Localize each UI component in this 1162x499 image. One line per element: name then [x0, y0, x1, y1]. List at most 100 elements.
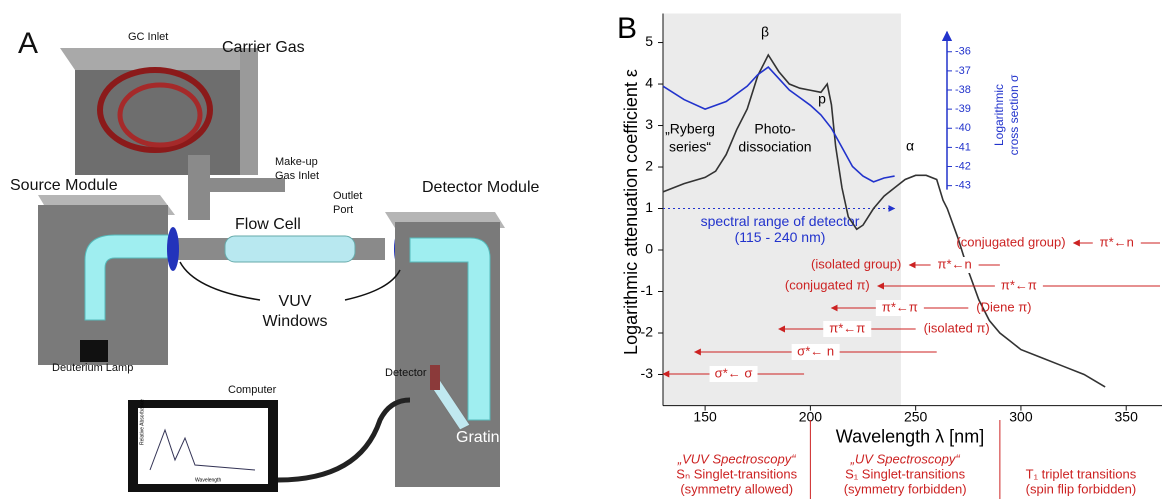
y2-tick-label: -37: [955, 65, 971, 77]
transition-label: π*←π: [882, 299, 918, 314]
series-line: [662, 65, 895, 183]
label: Source Module: [10, 177, 118, 194]
label-bg: [823, 321, 872, 337]
transition-label: π*←n: [1100, 234, 1134, 249]
region-text: T₁ triplet transitions: [1026, 466, 1137, 481]
region-text: „VUV Spectroscopy“: [677, 451, 796, 466]
transition-group: (Diene π): [976, 299, 1031, 314]
y-axis-title: Logarithmic attenuation coefficient ε: [621, 69, 641, 355]
label: VUV: [279, 293, 312, 310]
light-tube: [409, 237, 491, 421]
annotation: (115 - 240 nm): [735, 229, 826, 245]
y-tick-label: 0: [645, 241, 653, 257]
label-bg: [791, 344, 840, 360]
annotation: spectral range of detector: [701, 213, 860, 229]
transition-group: (isolated group): [811, 256, 901, 271]
y2-axis-title: Logarithmic: [992, 84, 1006, 146]
label: Wavelength: [195, 477, 221, 483]
transition-group: (isolated π): [924, 320, 990, 335]
label-bg: [930, 257, 979, 273]
shaded-region: [663, 13, 901, 406]
region-text: Sₙ Singlet-transitions: [676, 466, 797, 481]
transition-label: σ*← n: [797, 343, 834, 358]
label: Carrier Gas: [222, 39, 305, 56]
y-tick-label: 1: [645, 199, 653, 215]
coil: [97, 67, 213, 153]
y2-axis-title: cross section σ: [1007, 74, 1021, 155]
label: Computer: [228, 384, 277, 396]
label: Outlet: [333, 190, 362, 202]
panel-b: 150 200 250 300 350 -3 -2 -1 0 1 2 3 4 5 -36 -37 -38 -39 -…: [617, 12, 1162, 499]
y2-tick-label: -36: [955, 46, 971, 58]
label: Deuterium Lamp: [52, 362, 133, 374]
label-bg: [709, 366, 758, 382]
box-top: [60, 48, 255, 70]
label: Gas Inlet: [275, 170, 319, 182]
peak-label: β: [761, 24, 769, 40]
y-tick-label: 3: [645, 116, 653, 132]
x-tick-label: 250: [904, 408, 928, 424]
y2-tick-label: -42: [955, 160, 971, 172]
series-line: [662, 53, 1106, 388]
y2-tick-label: -39: [955, 103, 971, 115]
y2-tick-label: -41: [955, 141, 971, 153]
box-side: [240, 48, 258, 175]
annotation: „Ryberg: [665, 121, 715, 137]
y2-tick-label: -38: [955, 84, 971, 96]
label: Grating: [456, 429, 508, 446]
screen: [138, 408, 268, 484]
annotation: dissociation: [738, 139, 811, 155]
label: Port: [333, 204, 353, 216]
label: GC Inlet: [128, 31, 168, 43]
y-tick-label: 5: [645, 33, 653, 49]
region-text: „UV Spectroscopy“: [850, 451, 961, 466]
panel-label: B: [617, 12, 637, 45]
region-text: (symmetry allowed): [680, 481, 793, 496]
annotation: series“: [669, 139, 711, 155]
transition-label: π*←n: [937, 256, 971, 271]
label: Flow Cell: [235, 216, 301, 233]
transition-label: σ*← σ: [715, 365, 753, 380]
transition-label: π*←π: [829, 320, 865, 335]
panel-a: A GC Inlet Carrier Gas Make-up Gas Inlet…: [10, 27, 539, 492]
x-tick-label: 350: [1115, 408, 1139, 424]
transition-label: π*←π: [1001, 277, 1037, 292]
label: Windows: [263, 313, 328, 330]
x-tick-label: 150: [693, 408, 717, 424]
x-tick-label: 200: [799, 408, 823, 424]
coil: [117, 82, 203, 148]
lamp: [80, 340, 108, 362]
label-bg: [994, 278, 1043, 294]
region-text: S₁ Singlet-transitions: [845, 466, 965, 481]
window: [167, 227, 179, 271]
label: Detector: [385, 367, 427, 379]
x-axis-title: Wavelength λ [nm]: [836, 426, 984, 446]
pointer: [179, 261, 261, 301]
label: Relative Absorbance: [139, 399, 145, 445]
y-tick-label: -3: [641, 365, 654, 381]
y-tick-label: -1: [641, 282, 654, 298]
region-text: (symmetry forbidden): [844, 481, 967, 496]
transition-group: (conjugated group): [956, 234, 1065, 249]
region-text: (spin flip forbidden): [1026, 481, 1137, 496]
cable: [277, 397, 411, 483]
flow-cell: [224, 235, 356, 263]
y-tick-label: 2: [645, 158, 653, 174]
column: [188, 155, 210, 220]
transition-group: (conjugated π): [785, 277, 870, 292]
annotation: Photo-: [754, 121, 796, 137]
peak-label: α: [906, 138, 914, 154]
label-bg: [1092, 235, 1141, 251]
y2-tick-label: -40: [955, 122, 971, 134]
label: Detector Module: [422, 179, 539, 196]
y2-tick-label: -43: [955, 180, 971, 192]
pointer: [344, 269, 401, 301]
detector-chip: [430, 365, 440, 390]
y-tick-label: -2: [641, 324, 654, 340]
panel-label: A: [18, 27, 38, 60]
peak-label: p: [818, 91, 826, 107]
x-tick-label: 300: [1009, 408, 1033, 424]
label: Make-up: [275, 156, 318, 168]
makeup-pipe: [210, 178, 285, 192]
